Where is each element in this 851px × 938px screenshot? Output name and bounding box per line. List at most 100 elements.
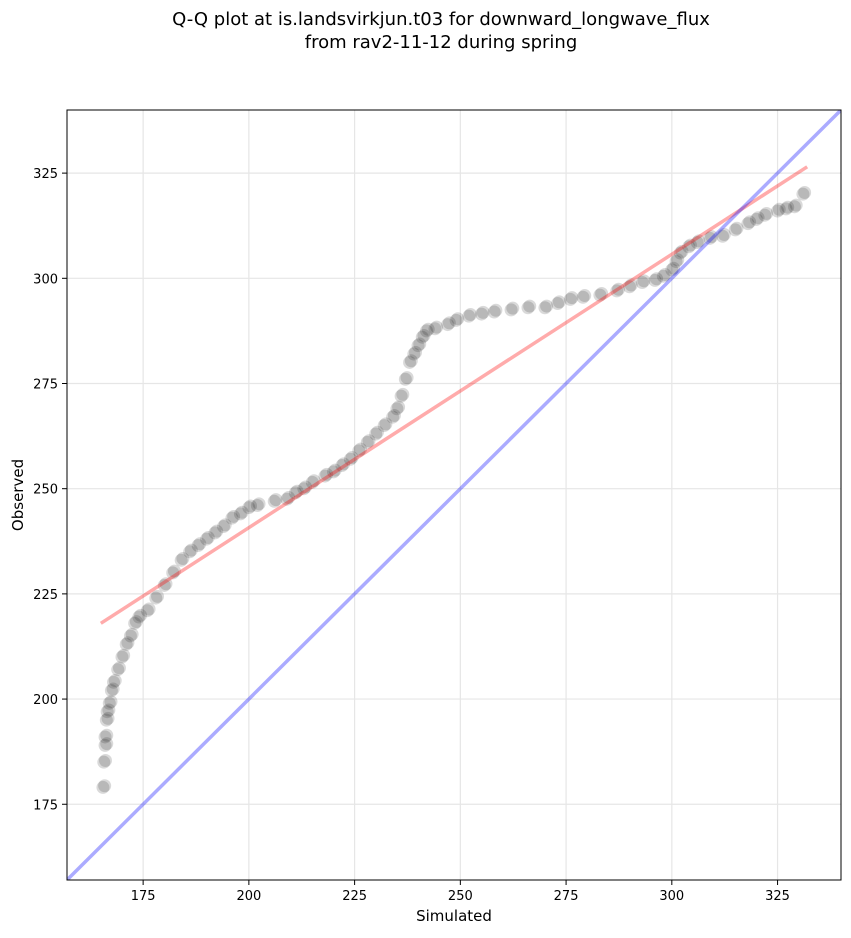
data-point [335,459,349,473]
data-point [749,212,763,226]
data-point [442,316,456,330]
data-point [387,408,401,422]
data-point [396,387,410,401]
data-point [134,608,148,622]
data-point [692,234,706,248]
data-point [112,661,126,675]
data-point [98,754,112,768]
data-point [386,410,400,424]
data-point [328,463,342,477]
data-point [104,695,118,709]
data-point [703,231,717,245]
data-point [159,577,173,591]
data-point [107,675,121,689]
data-point [398,372,412,386]
data-point [267,494,281,508]
y-tick-label: 225 [33,588,58,603]
data-point [100,737,114,751]
data-point [297,482,311,496]
data-point [779,202,793,216]
data-point [476,305,490,319]
data-point [474,307,488,321]
x-tick-label: 175 [131,889,156,904]
data-point [451,312,465,326]
data-point [624,278,638,292]
data-point [288,486,302,500]
data-point [108,674,122,688]
data-point [242,501,256,515]
data-point [667,261,681,275]
data-point [106,682,120,696]
x-tick-label: 200 [236,889,261,904]
data-point [129,615,143,629]
data-point [392,400,406,414]
data-point [487,305,501,319]
data-point [99,713,113,727]
y-tick-label: 275 [33,377,58,392]
data-point [252,497,266,511]
grid [67,110,841,880]
data-point [354,442,368,456]
data-point [100,728,114,742]
data-point [345,451,359,465]
data-point [449,313,463,327]
data-point [174,553,188,567]
data-point [675,244,689,258]
data-point [400,371,414,385]
data-point [343,452,357,466]
data-point [235,505,249,519]
data-point [100,705,114,719]
data-point [96,780,110,794]
data-point [337,457,351,471]
data-point [142,602,156,616]
data-point [111,663,125,677]
data-point [369,427,383,441]
data-point [650,272,664,286]
data-point [593,288,607,302]
data-point [140,604,154,618]
data-point [305,475,319,489]
data-point [151,589,165,603]
data-point [282,491,296,505]
data-point [244,499,258,513]
data-point [637,274,651,288]
data-point [463,307,477,321]
data-point [407,347,421,361]
data-point [781,200,795,214]
data-point [635,276,649,290]
data-point [751,211,765,225]
identity-line [67,110,841,880]
data-point [595,286,609,300]
data-point [565,291,579,305]
x-tick-label: 250 [448,889,473,904]
y-tick-label: 175 [33,798,58,813]
data-point [320,467,334,481]
data-points [96,185,812,794]
data-point [523,299,537,313]
data-point [552,295,566,309]
data-point [658,268,672,282]
data-point [290,484,304,498]
data-point [705,230,719,244]
data-point [166,566,180,580]
data-point [610,284,624,298]
data-point [167,564,181,578]
plot-frame [66,109,842,881]
data-point [102,703,116,717]
data-point [683,238,697,252]
chart-title-line1: Q-Q plot at is.landsvirkjun.t03 for down… [172,9,710,30]
y-tick-label: 200 [33,693,58,708]
data-point [269,493,283,507]
data-point [299,480,313,494]
data-point [352,444,366,458]
data-point [551,297,565,311]
data-point [669,254,683,268]
data-point [390,402,404,416]
data-point [717,228,731,242]
data-point [771,204,785,218]
y-tick-label: 250 [33,483,58,498]
y-axis-label: Observed [9,459,27,531]
data-point [225,511,239,525]
y-tick-label: 325 [33,167,58,182]
data-point [789,198,803,212]
